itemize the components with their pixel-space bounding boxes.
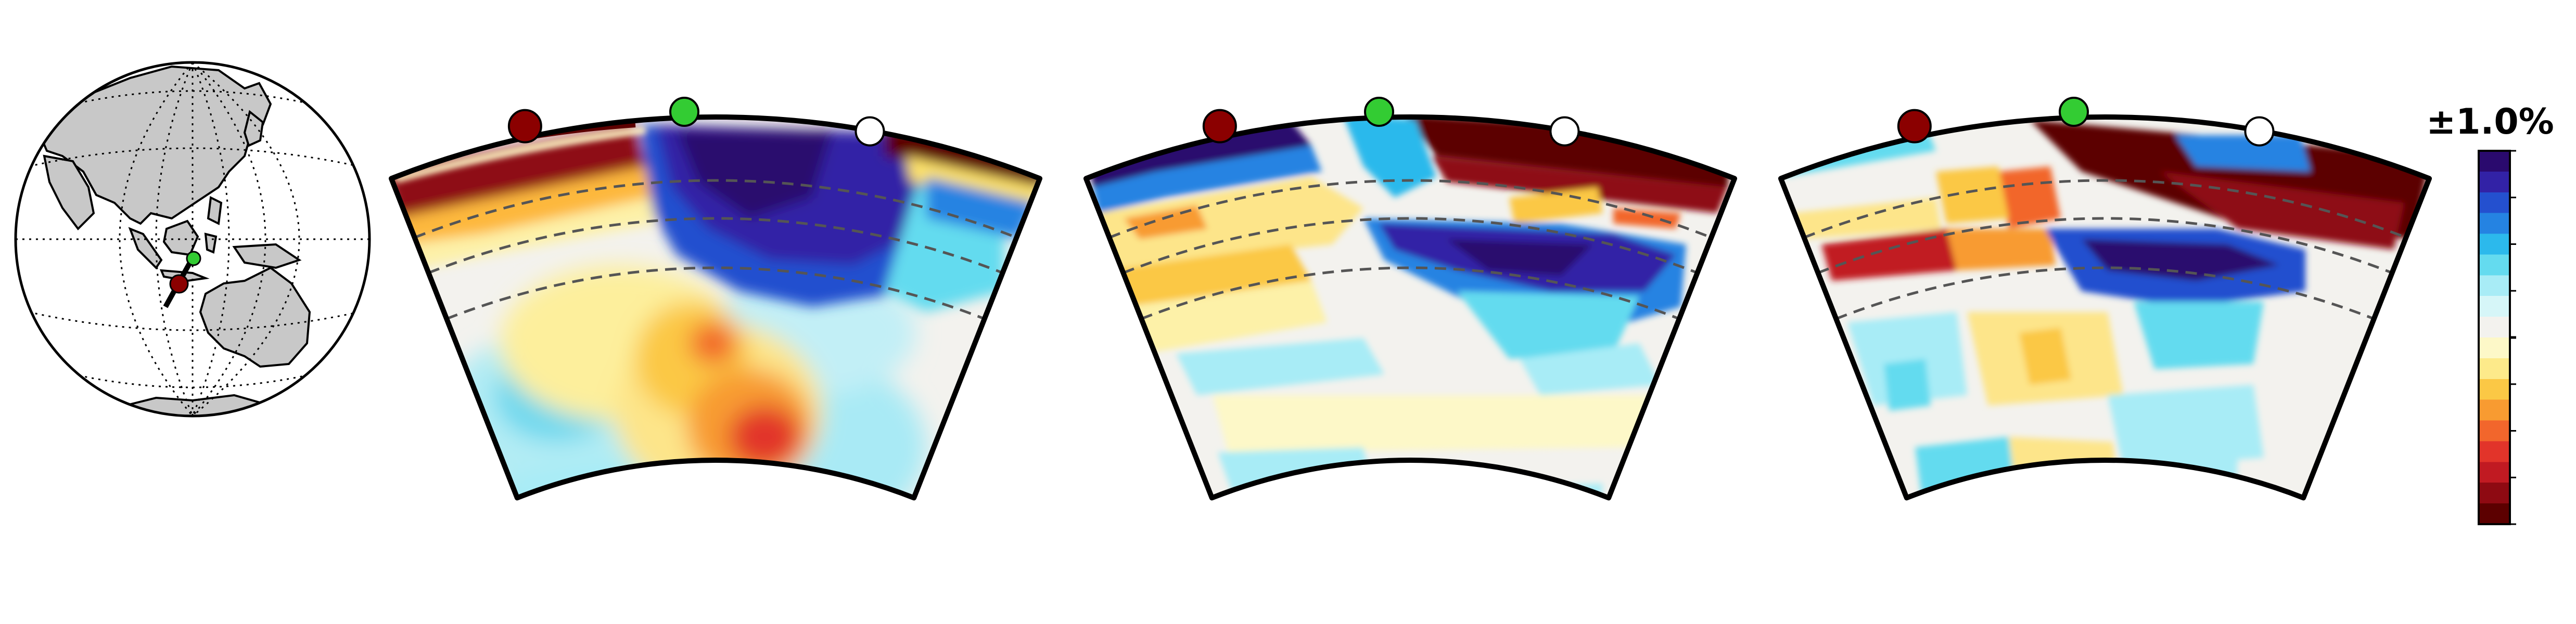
- depth-contour-1000: [1835, 266, 2375, 320]
- depth-contour-1000: [1141, 266, 1680, 320]
- panel-2-field: [1086, 117, 1735, 498]
- globe-map: [14, 61, 371, 418]
- panel-1-markers: [507, 97, 885, 147]
- cross-section-panel-3: [1778, 97, 2432, 501]
- panel-3-end-marker: [2244, 116, 2275, 147]
- panel-1-start-marker: [507, 109, 542, 144]
- depth-contour-410: [1108, 179, 1712, 239]
- panel-3-field: [1780, 117, 2430, 498]
- depth-contour-410: [1803, 179, 2407, 239]
- japan-islands: [243, 110, 264, 147]
- philippines-islands: [207, 196, 223, 226]
- colorbar-label: ±1.0%: [2426, 101, 2554, 142]
- panel-3-middle-marker: [2059, 97, 2089, 127]
- globe-end-marker: [169, 274, 189, 294]
- panel-2-end-marker: [1549, 116, 1580, 147]
- globe-mid-marker: [186, 251, 201, 266]
- cross-section-panel-1: [388, 97, 1043, 501]
- cross-section-panel-2: [1083, 97, 1738, 501]
- panel-2-start-marker: [1202, 109, 1237, 144]
- panel-1-middle-marker: [669, 97, 699, 127]
- asia-landmass: [37, 65, 272, 225]
- colorbar-ticks: [2510, 150, 2516, 525]
- sulawesi-island: [204, 232, 218, 254]
- globe-land: [37, 65, 311, 416]
- panel-1-end-marker: [855, 116, 885, 147]
- panel-2-middle-marker: [1364, 97, 1394, 127]
- depth-contour-1000: [446, 266, 985, 320]
- india-landmass: [43, 154, 95, 231]
- panel-2-outline: [1083, 114, 1738, 501]
- panel-3-markers: [1897, 97, 2275, 147]
- panel-1-outline: [388, 114, 1043, 501]
- globe-outline: [14, 61, 371, 418]
- globe-graticule: [16, 62, 369, 416]
- panel-3-start-marker: [1897, 109, 1932, 144]
- new-guinea-island: [232, 243, 302, 269]
- colorbar-bar: [2478, 150, 2511, 525]
- colorbar: [2478, 150, 2516, 525]
- panel-1-field: [391, 117, 1040, 498]
- australia-landmass: [199, 266, 311, 368]
- depth-contour-410: [414, 179, 1017, 239]
- panel-3-outline: [1778, 114, 2432, 501]
- panel-2-markers: [1202, 97, 1580, 147]
